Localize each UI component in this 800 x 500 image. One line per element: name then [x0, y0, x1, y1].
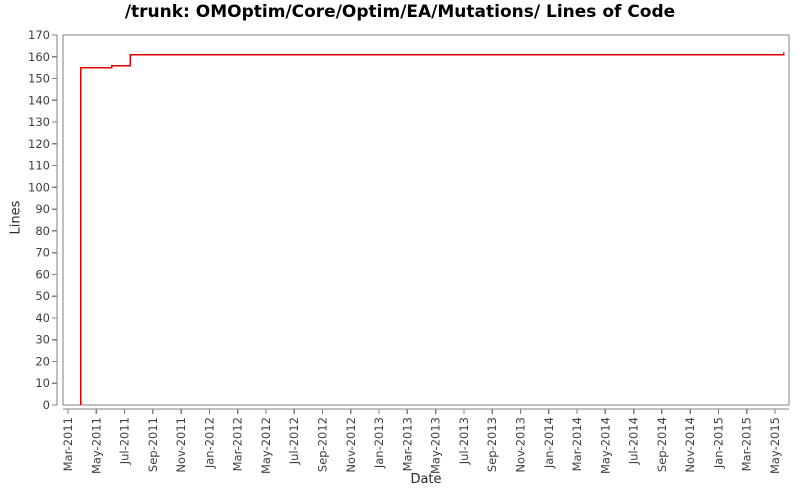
y-tick-label: 130 — [28, 115, 50, 129]
x-tick-label: May-2015 — [768, 417, 782, 474]
x-tick-label: Jul-2012 — [287, 417, 301, 465]
chart-title: /trunk: OMOptim/Core/Optim/EA/Mutations/… — [124, 2, 676, 22]
y-tick-label: 160 — [28, 50, 50, 64]
x-tick-label: Nov-2011 — [174, 417, 188, 473]
x-tick-label: Jan-2014 — [542, 417, 556, 469]
y-tick-label: 20 — [35, 354, 50, 368]
x-tick-label: Mar-2011 — [61, 417, 75, 471]
x-tick-label: May-2014 — [598, 417, 612, 474]
y-tick-label: 80 — [35, 224, 50, 238]
y-tick-label: 140 — [28, 93, 50, 107]
y-tick-label: 90 — [35, 202, 50, 216]
x-tick-label: Jul-2013 — [457, 417, 471, 465]
x-tick-label: Jan-2015 — [711, 417, 725, 469]
y-tick-label: 30 — [35, 333, 50, 347]
x-tick-label: Sep-2012 — [316, 417, 330, 472]
y-tick-label: 60 — [35, 267, 50, 281]
y-tick-label: 170 — [28, 28, 50, 42]
x-tick-label: Jan-2013 — [372, 417, 386, 469]
x-tick-label: Sep-2013 — [485, 417, 499, 472]
x-tick-label: Nov-2012 — [344, 417, 358, 473]
plot-frame — [62, 34, 790, 406]
x-tick-label: Nov-2014 — [683, 417, 697, 473]
y-tick-label: 40 — [35, 311, 50, 325]
x-tick-label: May-2012 — [259, 417, 273, 474]
x-tick-label: May-2011 — [89, 417, 103, 474]
y-tick-label: 120 — [28, 137, 50, 151]
loc-series-line — [79, 52, 785, 405]
x-tick-label: Sep-2011 — [146, 417, 160, 472]
y-tick-label: 0 — [43, 398, 50, 412]
y-tick-label: 100 — [28, 180, 50, 194]
x-axis-title: Date — [410, 472, 442, 487]
x-tick-label: Mar-2015 — [740, 417, 754, 471]
y-tick-label: 110 — [28, 159, 50, 173]
x-tick-label: Jul-2011 — [118, 417, 132, 465]
x-tick-label: Nov-2013 — [513, 417, 527, 473]
y-tick-label: 150 — [28, 72, 50, 86]
y-tick-label: 70 — [35, 246, 50, 260]
x-tick-label: Mar-2014 — [570, 417, 584, 471]
x-tick-label: Mar-2013 — [400, 417, 414, 471]
y-tick-label: 50 — [35, 289, 50, 303]
x-tick-label: Sep-2014 — [655, 417, 669, 472]
x-tick-label: Mar-2012 — [231, 417, 245, 471]
x-tick-label: Jul-2014 — [627, 417, 641, 465]
y-tick-label: 10 — [35, 376, 50, 390]
y-axis-title: Lines — [8, 200, 24, 235]
x-tick-label: May-2013 — [429, 417, 443, 474]
x-tick-label: Jan-2012 — [202, 417, 216, 469]
